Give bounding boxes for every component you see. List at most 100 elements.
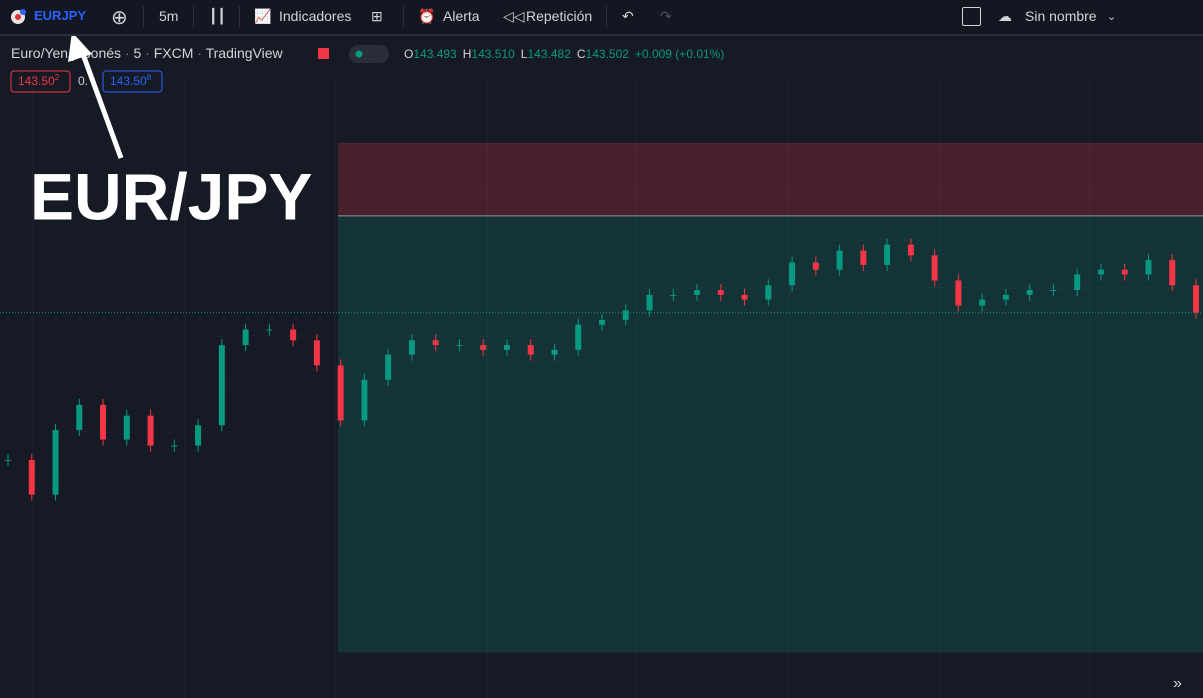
- scroll-button[interactable]: »: [1173, 675, 1182, 692]
- separator: [403, 6, 404, 28]
- candle-body: [622, 310, 629, 320]
- candle-body: [1026, 290, 1033, 295]
- candle-body: [527, 345, 534, 355]
- indicators-icon: 📈: [254, 8, 272, 24]
- separator: ·: [121, 45, 133, 61]
- candle-body: [1050, 290, 1057, 292]
- candle-body: [5, 459, 11, 461]
- candle-body: [955, 280, 962, 306]
- candle-body: [76, 404, 83, 431]
- candle-body: [242, 329, 249, 346]
- buy-price: 143.508: [110, 73, 152, 88]
- redo-button[interactable]: ↷: [660, 8, 672, 24]
- stop-zone: [338, 142, 1203, 216]
- candle-body: [432, 340, 439, 346]
- candle-body: [836, 250, 843, 270]
- candle-body: [812, 262, 819, 270]
- replay[interactable]: Repetición: [526, 8, 593, 24]
- candle-body: [266, 329, 273, 331]
- candle-body: [670, 294, 677, 296]
- candle-body: [1074, 274, 1081, 291]
- separator: ·: [193, 45, 205, 61]
- candle-body: [694, 290, 701, 295]
- candle-body: [931, 255, 938, 281]
- symbol-icon: [11, 9, 26, 24]
- candle-body: [1097, 269, 1104, 275]
- candle-body: [385, 354, 392, 380]
- candle-body: [218, 345, 225, 426]
- candle-body: [884, 244, 891, 265]
- chart: Euro/Yen japonés · 5 · FXCM · TradingVie…: [0, 36, 1203, 698]
- separator: [143, 6, 144, 28]
- flag: [318, 48, 329, 59]
- sell-price: 143.502: [18, 73, 60, 88]
- candle-body: [717, 290, 724, 295]
- candle-body: [408, 340, 415, 355]
- ohlc-change: +0.009 (+0.01%): [635, 47, 724, 61]
- alert-icon: ⏰: [418, 8, 436, 24]
- candle-body: [1002, 294, 1009, 300]
- candle-body: [456, 345, 463, 347]
- ohlc-label: C: [577, 47, 586, 61]
- legend-title: Euro/Yen japonés · 5 · FXCM · TradingVie…: [11, 45, 284, 61]
- legend-item: TradingView: [206, 45, 284, 61]
- candle-body: [741, 294, 748, 300]
- candle-body: [123, 415, 130, 440]
- legend-item: Euro/Yen japonés: [11, 45, 121, 61]
- sell-main: 143.50: [18, 74, 55, 88]
- undo-button[interactable]: ↶: [622, 8, 634, 24]
- separator: [193, 6, 194, 28]
- arrow-head: [68, 36, 92, 62]
- compare-button[interactable]: ⊕: [111, 7, 128, 29]
- candle-body: [646, 294, 653, 311]
- candle-body: [575, 324, 582, 350]
- candle-body: [52, 430, 59, 495]
- candle-body: [551, 349, 558, 355]
- candle-body: [1169, 260, 1176, 286]
- indicators[interactable]: Indicadores: [279, 8, 352, 24]
- candle-body: [290, 329, 297, 341]
- cloud-icon: ☁: [998, 8, 1012, 24]
- interval[interactable]: 5m: [159, 8, 179, 24]
- alert[interactable]: Alerta: [443, 8, 480, 24]
- candle-body: [100, 404, 107, 440]
- candle-body: [361, 379, 368, 421]
- candle-body: [313, 340, 320, 366]
- legend-item: 5: [133, 45, 141, 61]
- ohlc-value: 143.510: [471, 47, 515, 61]
- candle-body: [1121, 269, 1128, 275]
- annotation: EUR/JPY: [30, 159, 312, 233]
- spread: 0.: [78, 74, 88, 88]
- sell-sup: 2: [55, 73, 60, 82]
- candle-body: [147, 415, 154, 446]
- layout-name[interactable]: Sin nombre: [1025, 8, 1097, 24]
- legend-item: FXCM: [154, 45, 194, 61]
- candle-body: [789, 262, 796, 286]
- candle-body: [195, 425, 202, 446]
- status-pill: [349, 45, 389, 63]
- candle-body: [1145, 260, 1152, 275]
- templates-button[interactable]: ⊞: [371, 8, 383, 24]
- ohlc-value: 143.482: [527, 47, 571, 61]
- arrow-shaft: [77, 45, 124, 159]
- candle-body: [599, 319, 605, 325]
- target-zone: [338, 215, 1203, 653]
- candle-body: [480, 345, 487, 350]
- candle-body: [860, 250, 867, 265]
- replay-icon: ◁◁: [503, 8, 525, 24]
- buy-box: [102, 70, 163, 93]
- ohlc-label: H: [463, 47, 472, 61]
- chart-type-button[interactable]: ┃┃: [209, 8, 226, 24]
- separator: [239, 6, 240, 28]
- status-dot: [355, 50, 363, 58]
- fullscreen-button[interactable]: [962, 7, 981, 26]
- candle-body: [979, 299, 986, 306]
- ohlc: O143.493 H143.510 L143.482 C143.502 +0.009 (…: [404, 47, 724, 61]
- toolbar: EURJPY ⊕ 5m ┃┃ 📈 Indicadores ⊞ ⏰ Alerta …: [0, 0, 1203, 36]
- buy-sup: 8: [147, 73, 152, 82]
- symbol[interactable]: EURJPY: [34, 8, 87, 23]
- separator: ·: [141, 45, 153, 61]
- buy-main: 143.50: [110, 74, 147, 88]
- dropdown-caret[interactable]: ⌄: [1107, 11, 1117, 23]
